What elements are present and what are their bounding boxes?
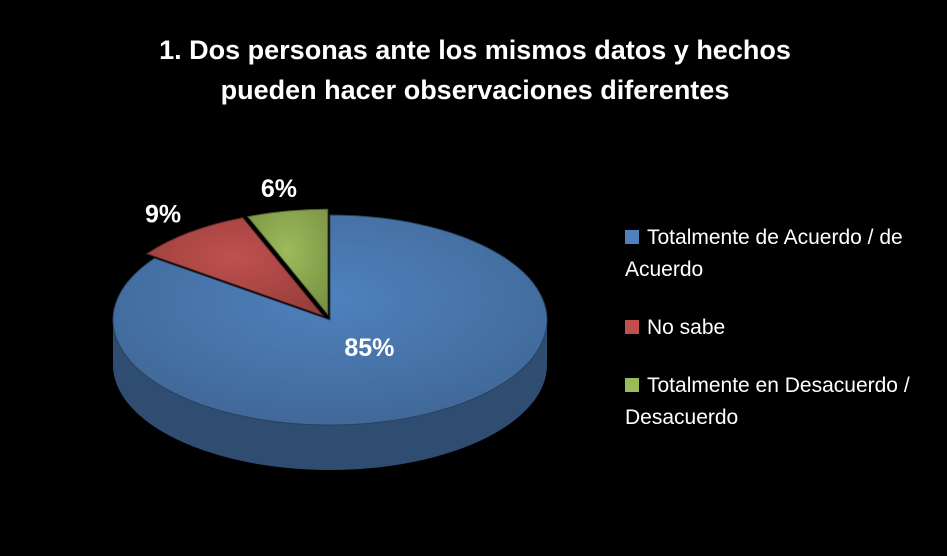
legend-item: No sabe xyxy=(625,312,925,344)
legend-label: No sabe xyxy=(647,316,726,339)
legend-item: Totalmente de Acuerdo / de Acuerdo xyxy=(625,222,925,286)
data-label: 85% xyxy=(344,334,394,362)
slice xyxy=(112,214,548,426)
legend: Totalmente de Acuerdo / de Acuerdo No sab… xyxy=(625,222,925,434)
slice xyxy=(246,208,329,316)
slice xyxy=(145,217,325,317)
legend-item: Totalmente en Desacuerdo / Desacuerdo xyxy=(625,370,925,434)
data-label: 9% xyxy=(145,200,181,228)
legend-swatch xyxy=(625,230,639,244)
slice-side xyxy=(113,320,547,470)
legend-swatch xyxy=(625,320,639,334)
legend-swatch xyxy=(625,378,639,392)
chart-title: 1. Dos personas ante los mismos datos y … xyxy=(159,35,791,105)
legend-label: Totalmente de Acuerdo / de Acuerdo xyxy=(625,226,903,281)
legend-label: Totalmente en Desacuerdo / Desacuerdo xyxy=(625,374,910,429)
data-label: 6% xyxy=(261,175,297,203)
